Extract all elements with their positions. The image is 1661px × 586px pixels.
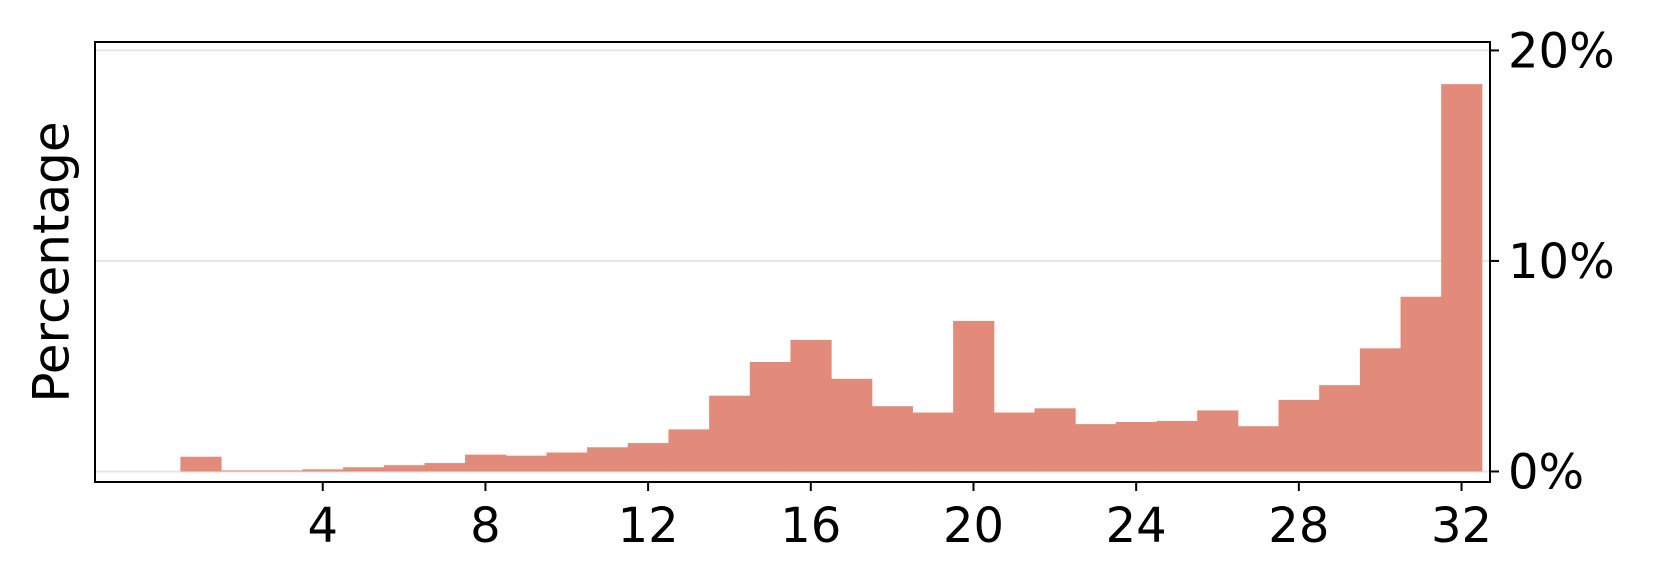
bar-27 [1237,426,1280,472]
bar-1 [180,456,222,472]
x-axis: 4 8 12 16 20 24 28 32 [307,482,1492,554]
bar-7 [424,463,466,472]
bar-3 [261,470,303,472]
bar-5 [343,467,385,472]
bar-18 [871,406,913,472]
bar-2 [221,470,263,472]
bar-19 [912,412,954,472]
bar-24 [1115,422,1158,472]
bar-14 [709,395,751,472]
x-tick-label-7: 32 [1431,498,1492,554]
bar-15 [749,362,791,472]
bar-13 [668,429,710,472]
x-tick-label-0: 4 [307,498,338,554]
bar-32 [1441,84,1483,472]
bar-23 [1075,424,1117,472]
x-tick-label-6: 28 [1268,498,1329,554]
x-tick-label-2: 12 [618,498,679,554]
y-tick-label-0: 0% [1508,444,1584,500]
bars [180,84,1483,472]
x-tick-label-4: 20 [943,498,1004,554]
y-axis: 0% 10% 20% [1490,23,1615,500]
bar-6 [383,465,425,472]
bar-12 [627,443,669,472]
bar-17 [831,378,873,472]
y-axis-title: Percentage [23,121,81,402]
x-tick-label-5: 24 [1106,498,1167,554]
x-tick-label-1: 8 [470,498,501,554]
y-tick-label-1: 10% [1508,234,1615,290]
bar-11 [587,447,629,472]
x-tick-label-3: 16 [780,498,841,554]
bar-16 [790,339,832,472]
bar-10 [546,452,588,472]
bar-9 [505,455,547,472]
bar-8 [465,454,507,472]
bar-20 [953,320,995,472]
bar-22 [1034,408,1076,472]
bar-25 [1156,420,1198,472]
y-tick-label-2: 20% [1508,23,1615,79]
bar-29 [1319,385,1361,472]
bar-31 [1400,296,1442,472]
bar-4 [302,469,344,472]
plot-frame [94,41,1491,483]
bar-28 [1278,399,1320,472]
bar-21 [993,412,1035,472]
bar-30 [1359,348,1402,472]
bar-26 [1197,410,1239,472]
